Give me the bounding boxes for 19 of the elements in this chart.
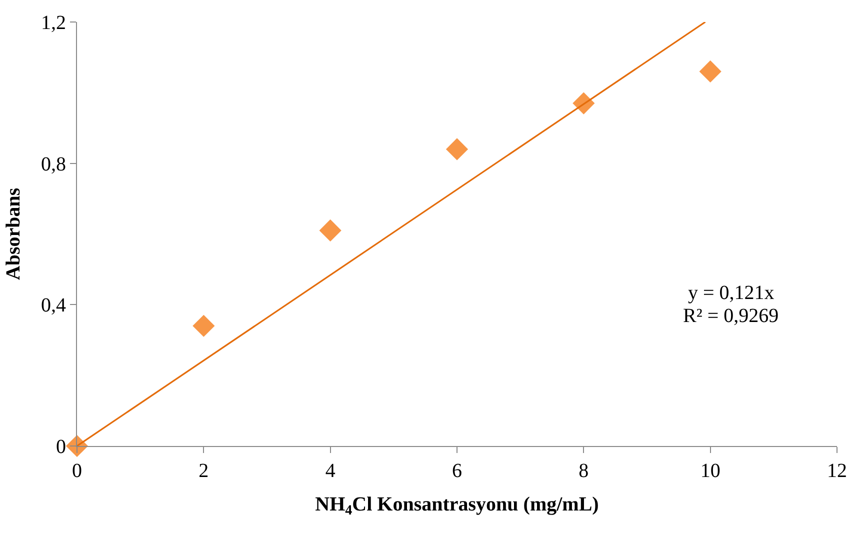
y-tick-label: 0,8 — [41, 153, 66, 176]
annotation: R² = 0,9269 — [683, 305, 779, 327]
x-tick-label: 0 — [72, 460, 82, 482]
point — [446, 138, 468, 160]
x-tick-label: 6 — [452, 460, 462, 482]
annotation: y = 0,121x — [688, 282, 774, 304]
point — [699, 60, 722, 83]
x-tick-label: 12 — [827, 460, 847, 482]
x-tick-label: 10 — [700, 460, 720, 482]
x-tick-label: 8 — [578, 460, 589, 482]
point — [192, 314, 215, 337]
x-tick-label: 4 — [325, 460, 336, 482]
x-axis-title: NH$_{4}$Cl Konsantrasyonu (mg/mL) — [315, 494, 599, 519]
x-tick-label: 2 — [198, 460, 209, 482]
y-tick-label: 0,4 — [41, 294, 66, 317]
y-tick-label: 1,2 — [41, 12, 66, 34]
y-axis-title: Absorbans — [2, 188, 24, 280]
point — [319, 219, 342, 242]
y-tick-label: 0 — [56, 436, 66, 458]
